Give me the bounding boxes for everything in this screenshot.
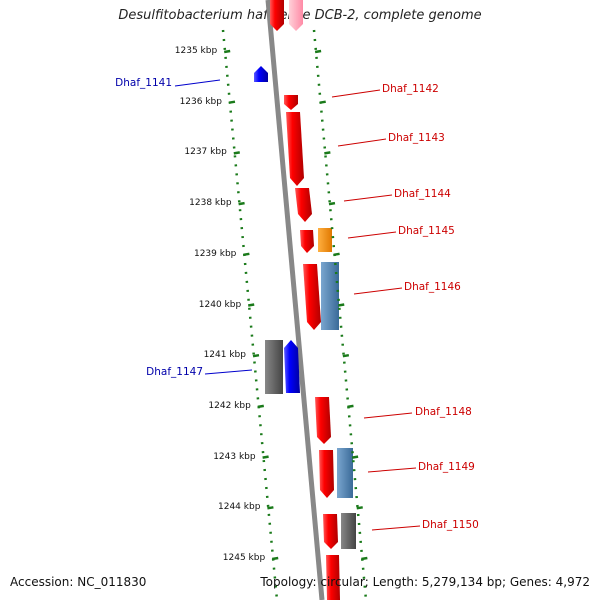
kbp-tick-label: 1240 kbp (198, 299, 242, 310)
tick-mark (252, 353, 260, 358)
leader-lines (174, 79, 421, 531)
gene-dhaf-1148[interactable] (315, 397, 331, 444)
tick-mark (324, 151, 331, 155)
tick-mark (338, 303, 345, 307)
gene-partial-top-1[interactable] (270, 0, 284, 31)
tick-mark (267, 506, 274, 510)
gene-label-dhaf-1141[interactable]: Dhaf_1141 (115, 77, 172, 89)
tick-mark (223, 49, 231, 54)
gene-label-dhaf-1149[interactable]: Dhaf_1149 (418, 461, 475, 473)
tick-mark (233, 151, 240, 155)
tick-mark (328, 201, 336, 206)
gene-dhaf-1147-other[interactable] (265, 340, 283, 394)
tick-mark (238, 201, 245, 206)
tick-mark (361, 556, 368, 561)
tick-mark (347, 404, 354, 409)
kbp-tick-label: 1239 kbp (193, 248, 237, 259)
kbp-tick-label: 1236 kbp (179, 96, 222, 107)
ruler-left (221, 29, 279, 600)
kbp-tick-label: 1235 kbp (174, 46, 218, 56)
kbp-tick-label: 1238 kbp (189, 198, 232, 209)
ruler-lines (221, 29, 368, 600)
tick-mark (247, 303, 255, 307)
tick-mark (257, 404, 265, 409)
genome-summary-text: Topology: circular; Length: 5,279,134 bp… (260, 575, 590, 589)
tick-mark (272, 556, 279, 561)
tick-mark (314, 49, 322, 54)
tick-mark (356, 506, 363, 510)
tick-mark (243, 252, 250, 257)
gene-dhaf-1141[interactable] (254, 66, 268, 82)
gene-dhaf-1144[interactable] (295, 188, 312, 222)
gene-label-dhaf-1144[interactable]: Dhaf_1144 (394, 188, 451, 200)
kbp-tick-label: 1242 kbp (208, 400, 251, 411)
gene-dhaf-1146[interactable] (303, 264, 321, 330)
gene-dhaf-1149-homolog[interactable] (337, 448, 353, 498)
gene-label-dhaf-1150[interactable]: Dhaf_1150 (422, 519, 479, 531)
gene-dhaf-1145-cds[interactable] (300, 230, 314, 253)
genome-backbone (265, 0, 325, 600)
gene-label-dhaf-1148[interactable]: Dhaf_1148 (415, 406, 472, 418)
tick-mark (319, 100, 326, 104)
kbp-tick-label: 1241 kbp (203, 350, 246, 361)
gene-partial-bottom-1[interactable] (326, 555, 340, 600)
tick-mark (333, 252, 340, 257)
gene-dhaf-1150[interactable] (323, 514, 338, 549)
gene-label-dhaf-1145[interactable]: Dhaf_1145 (398, 225, 455, 237)
accession-text: Accession: NC_011830 (10, 575, 147, 589)
kbp-tick-label: 1245 kbp (222, 553, 266, 563)
tick-mark (342, 353, 350, 358)
gene-label-dhaf-1146[interactable]: Dhaf_1146 (404, 281, 461, 293)
gene-dhaf-1149[interactable] (319, 450, 334, 498)
gene-partial-top-2[interactable] (289, 0, 303, 31)
gene-dhaf-1150-other[interactable] (341, 513, 356, 549)
tick-mark (228, 100, 236, 104)
kbp-tick-label: 1237 kbp (184, 147, 227, 158)
tick-mark (351, 455, 359, 459)
gene-label-dhaf-1147[interactable]: Dhaf_1147 (146, 366, 203, 378)
gene-dhaf-1143[interactable] (286, 112, 304, 186)
gene-dhaf-1147[interactable] (284, 340, 300, 393)
gene-label-dhaf-1143[interactable]: Dhaf_1143 (388, 132, 445, 144)
ruler-ticks (223, 49, 368, 561)
kbp-tick-label: 1244 kbp (218, 502, 261, 513)
gene-dhaf-1145-rna[interactable] (318, 228, 332, 252)
kbp-tick-label: 1243 kbp (213, 451, 256, 462)
gene-dhaf-1142[interactable] (284, 95, 298, 110)
tick-mark (262, 455, 269, 459)
gene-dhaf-1146-homolog[interactable] (321, 262, 339, 330)
gene-label-dhaf-1142[interactable]: Dhaf_1142 (382, 83, 439, 95)
